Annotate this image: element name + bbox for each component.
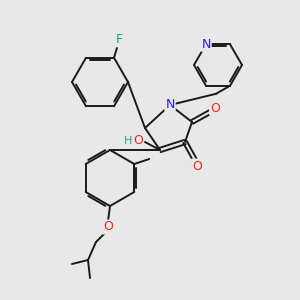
Text: H: H [124,136,132,146]
Text: O: O [103,220,113,233]
Text: N: N [165,98,175,110]
Text: O: O [210,101,220,115]
Text: F: F [116,33,123,46]
Text: O: O [133,134,143,148]
Text: O: O [192,160,202,172]
Text: N: N [201,38,211,51]
